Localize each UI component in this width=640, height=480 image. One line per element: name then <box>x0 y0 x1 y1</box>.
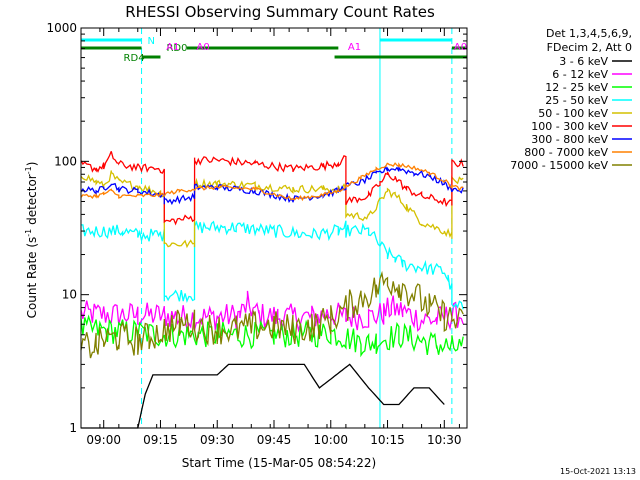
legend-entry-label: 50 - 100 keV <box>538 107 608 120</box>
attenuator-label: A1 <box>348 42 361 53</box>
legend-entry-label: 25 - 50 keV <box>545 94 608 107</box>
x-tick-label: 09:30 <box>200 433 235 447</box>
legend-entry-label: 6 - 12 keV <box>552 68 608 81</box>
status-label-rd0: RD0 <box>166 43 187 54</box>
series-line <box>80 151 464 226</box>
series-line <box>80 290 464 333</box>
legend-entry-label: 800 - 7000 keV <box>524 146 608 159</box>
chart-title: RHESSI Observing Summary Count Rates <box>125 3 435 21</box>
y-axis-label-mid: detector <box>25 174 39 229</box>
legend: Det 1,3,4,5,6,9,FDecim 2, Att 03 - 6 keV… <box>510 27 632 172</box>
status-label-n: N <box>148 36 155 47</box>
series-line <box>80 164 464 206</box>
series-line <box>81 363 445 429</box>
legend-entry-label: 12 - 25 keV <box>545 81 608 94</box>
y-tick-label: 1000 <box>46 21 77 35</box>
attenuator-label: A0 <box>454 42 467 53</box>
x-tick-label: 09:00 <box>86 433 121 447</box>
series-line <box>80 162 464 202</box>
x-tick-label: 09:15 <box>143 433 178 447</box>
timestamp: 15-Oct-2021 13:13 <box>560 467 636 476</box>
y-axis: 1 10 100 1000 <box>46 21 467 435</box>
y-tick-label: 100 <box>54 154 77 168</box>
x-tick-label: 10:30 <box>427 433 462 447</box>
x-tick-label: 10:00 <box>313 433 348 447</box>
y-tick-label: 1 <box>69 421 77 435</box>
series-line <box>80 270 464 359</box>
legend-header: FDecim 2, Att 0 <box>547 41 632 54</box>
legend-entry-label: 7000 - 15000 keV <box>510 159 608 172</box>
attenuator-label: A1 <box>166 42 179 53</box>
legend-entry-label: 100 - 300 keV <box>531 120 608 133</box>
x-tick-label: 09:45 <box>257 433 292 447</box>
legend-entry-label: 3 - 6 keV <box>559 55 608 68</box>
y-axis-label-end: ) <box>25 162 39 167</box>
x-axis: 09:00 09:15 09:30 09:45 10:00 10:15 10:30 <box>80 28 462 447</box>
x-axis-label: Start Time (15-Mar-05 08:54:22) <box>182 456 376 470</box>
y-tick-label: 10 <box>62 288 77 302</box>
y-axis-label-sup2: -1 <box>24 166 33 174</box>
x-tick-label: 10:15 <box>370 433 405 447</box>
attenuator-label: A0 <box>197 42 210 53</box>
series-line <box>80 170 464 249</box>
y-axis-label-sup1: -1 <box>24 229 33 237</box>
plot-area: N RD0 RD4 A1 A0 A1 A0 <box>80 28 467 429</box>
series-line <box>80 314 464 358</box>
status-label-rd4: RD4 <box>124 53 145 64</box>
y-axis-label: Count Rate (s-1 detector-1) <box>24 162 39 319</box>
legend-header: Det 1,3,4,5,6,9, <box>546 27 632 40</box>
legend-entry-label: 300 - 800 keV <box>531 133 608 146</box>
series-line <box>81 220 464 310</box>
y-axis-label-main: Count Rate (s <box>25 237 39 319</box>
